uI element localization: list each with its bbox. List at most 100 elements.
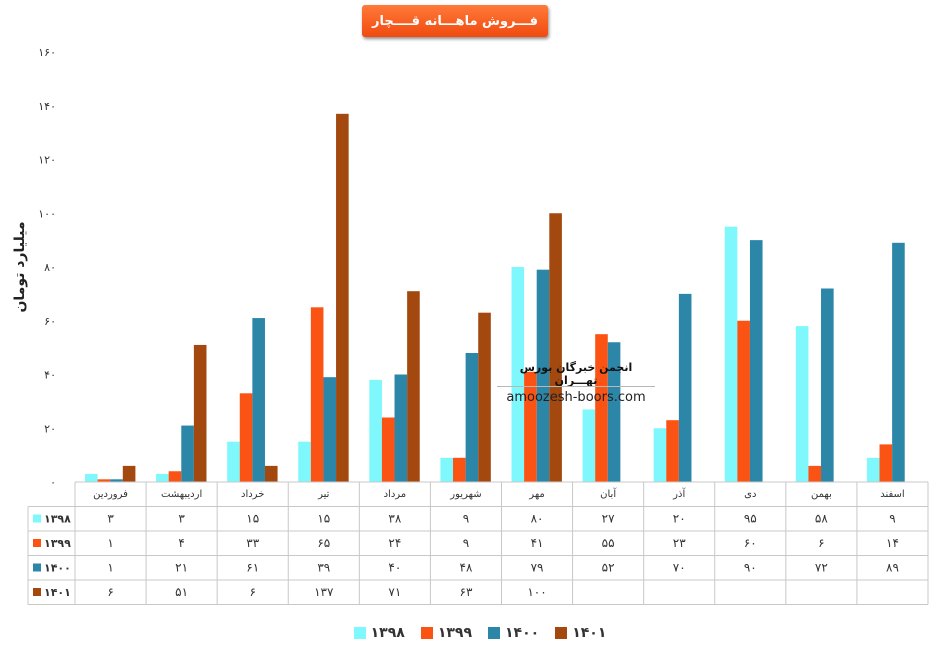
table-series-name: ۱۳۹۹ — [44, 537, 71, 550]
x-category-label: مرداد — [384, 489, 407, 500]
bar — [193, 344, 207, 482]
bar — [122, 465, 136, 483]
table-value-label: ۶۳ — [460, 585, 473, 599]
legend-swatch — [353, 627, 366, 639]
table-value-label: ۶ — [818, 536, 824, 550]
bar — [724, 226, 738, 482]
bar — [252, 318, 265, 482]
watermark: انجمن خبرگان بورس تهـــران amoozesh-boor… — [497, 356, 655, 414]
table-value-label: ۵۱ — [175, 585, 188, 599]
y-tick-label: ۲۰ — [44, 422, 56, 435]
table-value-label: ۳ — [107, 512, 114, 526]
y-tick-label: ۱۰۰ — [38, 207, 56, 220]
bar — [866, 457, 880, 482]
bar — [168, 471, 182, 482]
legend-swatch — [555, 627, 568, 639]
table-value-label: ۱ — [107, 536, 113, 550]
x-category-label: خرداد — [241, 489, 264, 500]
bar — [264, 465, 278, 483]
table-value-label: ۱۳۷ — [314, 585, 334, 599]
table-value-label: ۵۲ — [602, 561, 615, 575]
x-category-label: آبان — [600, 487, 617, 500]
bar — [239, 393, 253, 482]
legend-item: ۱۳۹۸ — [353, 624, 405, 642]
x-category-label: اسفند — [880, 489, 904, 500]
bar — [110, 479, 123, 482]
x-category-label: فروردین — [93, 489, 128, 500]
legend-item: ۱۴۰۰ — [488, 624, 539, 642]
bar — [808, 465, 822, 483]
x-category-label: بهمن — [811, 489, 832, 500]
bar — [227, 441, 240, 482]
table-series-name: ۱۴۰۱ — [44, 586, 71, 599]
bar — [749, 240, 763, 483]
bar — [323, 377, 337, 482]
table-value-label: ۱۵ — [246, 512, 259, 526]
bar — [156, 473, 169, 482]
legend-label: ۱۴۰۰ — [505, 625, 540, 641]
table-value-label: ۶۰ — [744, 536, 757, 550]
table-value-label: ۳۹ — [317, 561, 330, 575]
table-value-label: ۷۲ — [815, 561, 828, 575]
table-series-swatch — [33, 588, 41, 596]
table-value-label: ۶۱ — [246, 561, 259, 575]
bar — [821, 288, 834, 482]
bar — [879, 444, 893, 483]
bar — [582, 409, 596, 482]
table-series-swatch — [33, 563, 41, 572]
bar — [595, 334, 608, 482]
bar — [892, 242, 905, 482]
bar — [465, 353, 479, 482]
table-value-label: ۶ — [249, 585, 255, 599]
table-series-swatch — [33, 514, 41, 523]
bar — [381, 417, 395, 482]
table-value-label: ۱ — [107, 561, 113, 575]
table-value-label: ۴۸ — [460, 561, 473, 575]
watermark-org-name: انجمن خبرگان بورس تهـــران — [519, 361, 633, 387]
bar — [678, 293, 692, 483]
y-tick-label: ۴۰ — [44, 369, 56, 382]
legend-swatch — [420, 627, 433, 639]
chart-legend: ۱۳۹۸ ۱۳۹۹ ۱۴۰۰ ۱۴۰۱ — [330, 624, 630, 642]
legend-label: ۱۳۹۸ — [370, 625, 405, 641]
bar — [85, 473, 98, 482]
table-value-label: ۴ — [178, 536, 184, 550]
table-value-label: ۹۵ — [744, 512, 757, 526]
watermark-website: amoozesh-boors.com — [506, 390, 646, 405]
bar — [97, 479, 111, 482]
watermark-divider — [497, 386, 655, 387]
y-tick-label: ۰ — [50, 476, 56, 489]
table-value-label: ۷۱ — [388, 585, 401, 599]
x-category-label: دی — [744, 489, 756, 500]
bar — [478, 312, 491, 482]
table-value-label: ۴۰ — [388, 561, 401, 575]
bar — [181, 425, 194, 482]
legend-label: ۱۳۹۹ — [437, 625, 472, 641]
table-value-label: ۲۴ — [388, 536, 401, 550]
table-series-name: ۱۳۹۸ — [44, 513, 71, 526]
table-value-label: ۹ — [463, 512, 469, 526]
table-value-label: ۲۷ — [602, 512, 615, 526]
table-value-label: ۸۹ — [886, 561, 899, 575]
y-tick-label: ۱۴۰ — [38, 100, 56, 113]
table-value-label: ۷۰ — [673, 561, 686, 575]
table-series-swatch — [33, 539, 41, 547]
x-category-label: تیر — [317, 489, 330, 500]
x-category-label: آذر — [672, 487, 686, 500]
bar — [440, 457, 454, 482]
table-value-label: ۷۹ — [531, 561, 544, 575]
table-value-label: ۶ — [107, 585, 113, 599]
bar — [310, 307, 324, 482]
bar — [549, 213, 562, 482]
legend-item: ۱۴۰۱ — [555, 624, 606, 642]
legend-swatch — [488, 627, 500, 639]
table-value-label: ۲۳ — [673, 536, 686, 550]
table-value-label: ۴۱ — [531, 536, 544, 550]
bar — [394, 374, 408, 482]
bar — [336, 113, 349, 482]
bar — [453, 457, 466, 482]
legend-label: ۱۴۰۱ — [572, 625, 607, 641]
y-tick-label: ۸۰ — [44, 261, 56, 274]
y-tick-label: ۱۲۰ — [38, 154, 56, 167]
table-value-label: ۶۵ — [317, 536, 330, 550]
